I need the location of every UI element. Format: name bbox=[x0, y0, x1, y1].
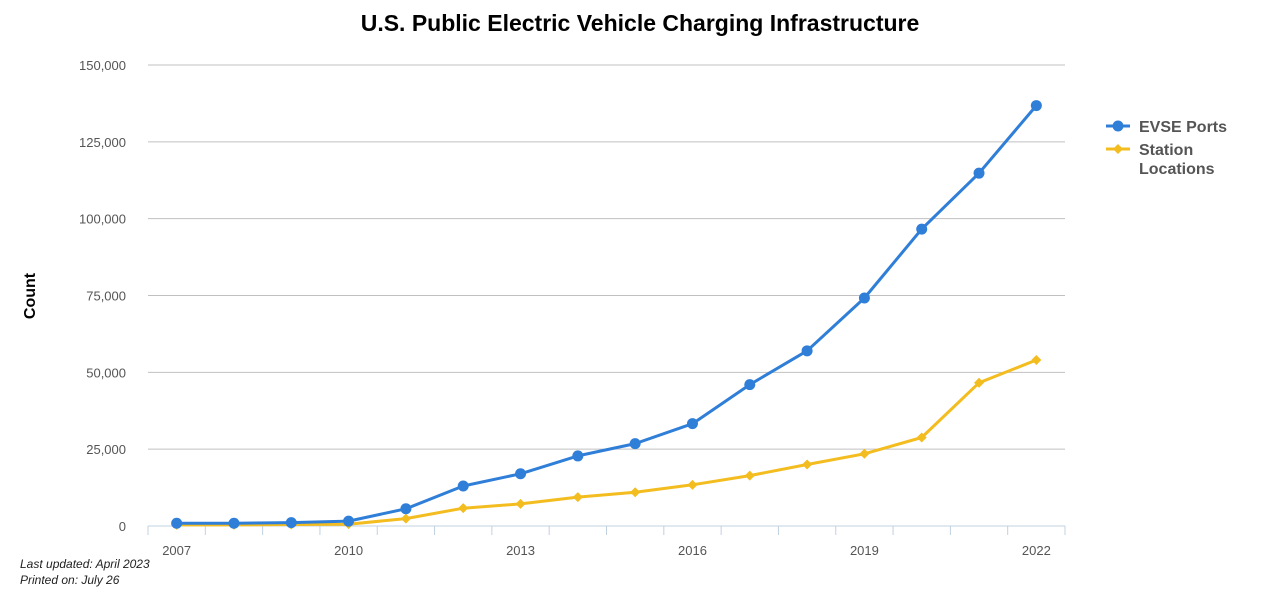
last-updated-note: Last updated: April 2023 bbox=[20, 557, 150, 571]
data-point bbox=[515, 498, 526, 509]
data-point bbox=[630, 487, 641, 498]
x-tick-label: 2013 bbox=[506, 543, 535, 558]
legend-marker bbox=[1113, 144, 1123, 154]
data-point bbox=[916, 432, 927, 443]
data-point bbox=[400, 503, 412, 515]
series-line bbox=[176, 104, 1038, 525]
legend-label: EVSE Ports bbox=[1139, 119, 1227, 136]
y-tick-label: 25,000 bbox=[86, 442, 126, 457]
series-plot bbox=[171, 100, 1042, 530]
y-tick-label: 50,000 bbox=[86, 365, 126, 380]
y-tick-label: 100,000 bbox=[79, 212, 126, 227]
data-point bbox=[973, 167, 985, 179]
x-tick-label: 2019 bbox=[850, 543, 879, 558]
y-tick-label: 75,000 bbox=[86, 289, 126, 304]
data-point bbox=[974, 377, 985, 388]
data-point bbox=[916, 223, 928, 235]
data-point bbox=[515, 468, 527, 480]
legend-marker bbox=[1112, 120, 1124, 132]
data-point bbox=[285, 517, 297, 529]
data-point bbox=[859, 448, 870, 459]
x-tick-label: 2007 bbox=[162, 543, 191, 558]
y-tick-label: 125,000 bbox=[79, 135, 126, 150]
y-tick-label: 150,000 bbox=[79, 58, 126, 73]
printed-on-note: Printed on: July 26 bbox=[20, 573, 120, 587]
chart-title: U.S. Public Electric Vehicle Charging In… bbox=[360, 10, 920, 36]
data-point bbox=[572, 492, 583, 503]
series-evse-ports bbox=[171, 100, 1042, 529]
data-point bbox=[400, 513, 411, 524]
legend: EVSE Ports Station Locations bbox=[1106, 119, 1227, 178]
data-point bbox=[802, 459, 813, 470]
data-point bbox=[171, 517, 183, 529]
data-point bbox=[858, 292, 870, 304]
data-point bbox=[744, 470, 755, 481]
data-point bbox=[629, 438, 641, 450]
data-point bbox=[457, 480, 469, 492]
legend-entry: EVSE Ports bbox=[1106, 119, 1227, 136]
y-axis-label: Count bbox=[22, 272, 39, 319]
data-point bbox=[801, 345, 813, 357]
x-tick-label: 2010 bbox=[334, 543, 363, 558]
data-point bbox=[686, 418, 698, 430]
axes: 0 25,000 50,000 75,000 100,000 125,000 150,000… bbox=[79, 58, 1066, 558]
legend-entry: Station Locations bbox=[1106, 142, 1215, 178]
legend-label: Station Locations bbox=[1139, 142, 1215, 178]
series-station-locations bbox=[171, 355, 1042, 530]
x-tick-label: 2022 bbox=[1022, 543, 1051, 558]
data-point bbox=[343, 515, 355, 527]
data-point bbox=[228, 517, 240, 529]
data-point bbox=[687, 479, 698, 490]
series-line bbox=[176, 358, 1037, 527]
gridlines bbox=[148, 64, 1065, 450]
x-tick-label: 2016 bbox=[678, 543, 707, 558]
y-tick-label: 0 bbox=[119, 519, 126, 534]
data-point bbox=[572, 450, 584, 462]
data-point bbox=[1030, 100, 1042, 112]
data-point bbox=[458, 503, 469, 514]
data-point bbox=[744, 379, 756, 391]
data-point bbox=[1031, 355, 1042, 366]
